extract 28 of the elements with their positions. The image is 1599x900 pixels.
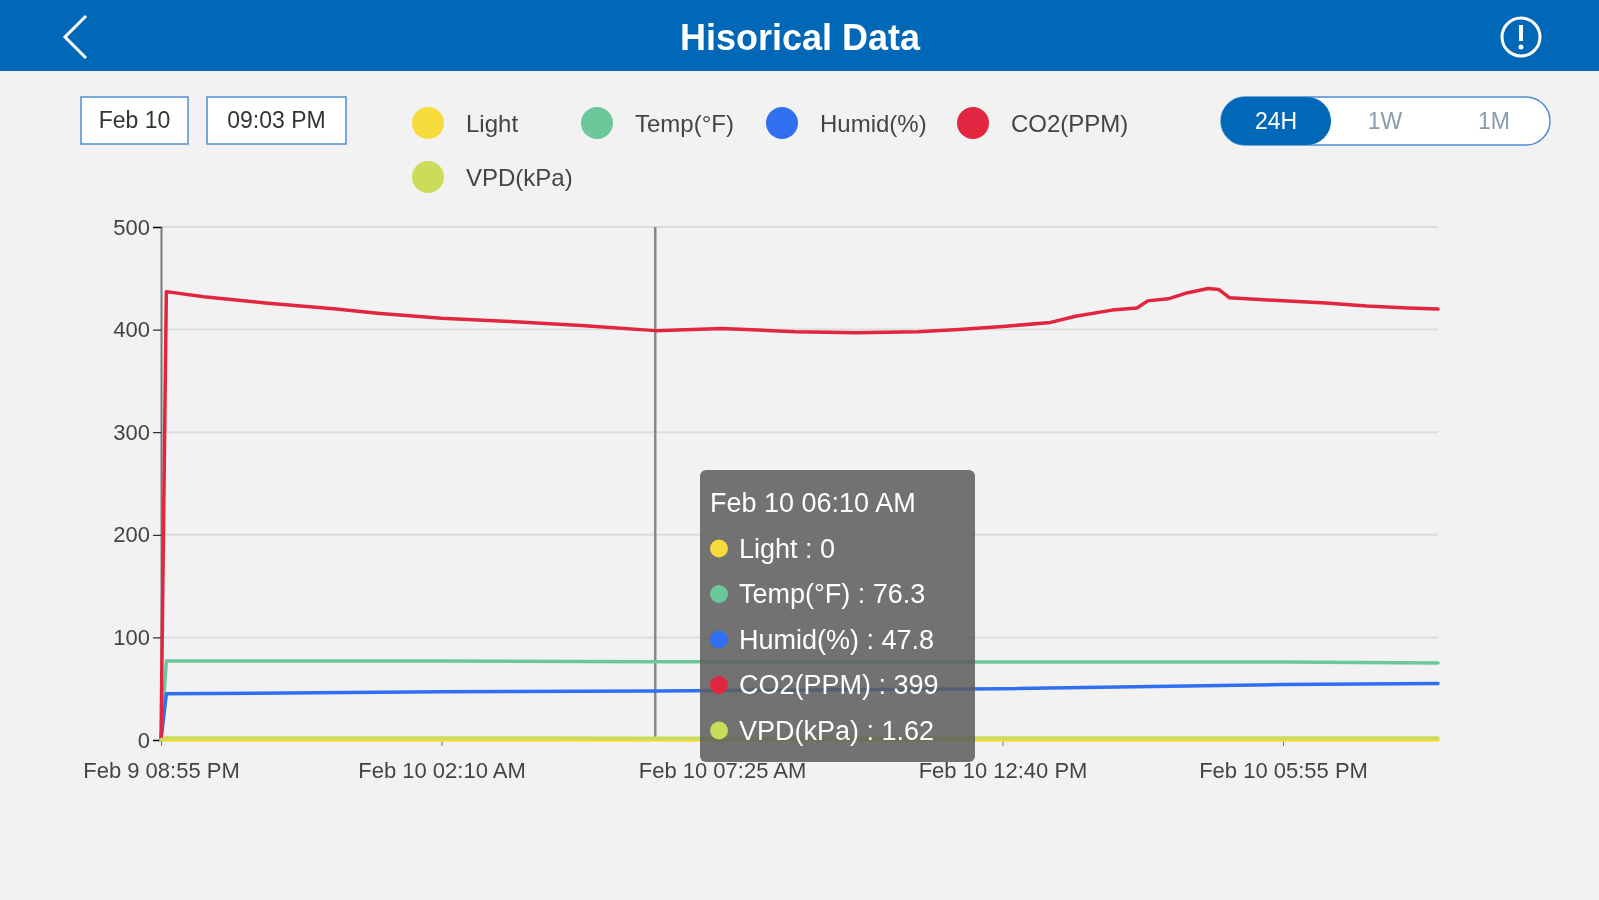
annotation: Temp(°F) : 76.3 — [739, 579, 926, 609]
y-tick-label: 300 — [113, 419, 150, 445]
text: 1M — [1478, 108, 1510, 134]
text: 24H — [1254, 108, 1298, 134]
x-tick-label: Feb 9 08:55 PM — [83, 757, 240, 783]
legend-label: Temp(°F) — [635, 110, 734, 137]
text: 1W — [1367, 108, 1403, 134]
y-tick-label: 0 — [137, 727, 150, 753]
y-tick-label: 200 — [113, 522, 150, 548]
y-tick-label: 500 — [113, 214, 150, 240]
annotation: VPD(kPa) : 1.62 — [739, 715, 935, 746]
legend-label: Light — [466, 110, 519, 137]
x-tick-label: Feb 10 12:40 PM — [918, 757, 1088, 783]
annotation: Feb 10 06:10 AM — [710, 488, 916, 518]
legend-label: CO2(PPM) — [1011, 110, 1129, 137]
x-tick-label: Feb 10 05:55 PM — [1199, 757, 1368, 783]
annotation: Light : 0 — [739, 533, 836, 564]
y-tick-label: 400 — [113, 317, 150, 343]
legend-label: Humid(%) — [820, 110, 927, 137]
x-tick-label: Feb 10 07:25 AM — [638, 757, 807, 783]
annotation: CO2(PPM) : 399 — [739, 670, 939, 700]
annotation: Humid(%) : 47.8 — [739, 624, 935, 655]
chart-title: Hisorical Data — [679, 17, 922, 58]
x-tick-label: Feb 10 02:10 AM — [358, 757, 526, 783]
y-tick-label: 100 — [113, 624, 150, 650]
legend-label: VPD(kPa) — [466, 164, 573, 191]
text: Feb 10 — [98, 107, 171, 133]
text: 09:03 PM — [227, 107, 326, 133]
